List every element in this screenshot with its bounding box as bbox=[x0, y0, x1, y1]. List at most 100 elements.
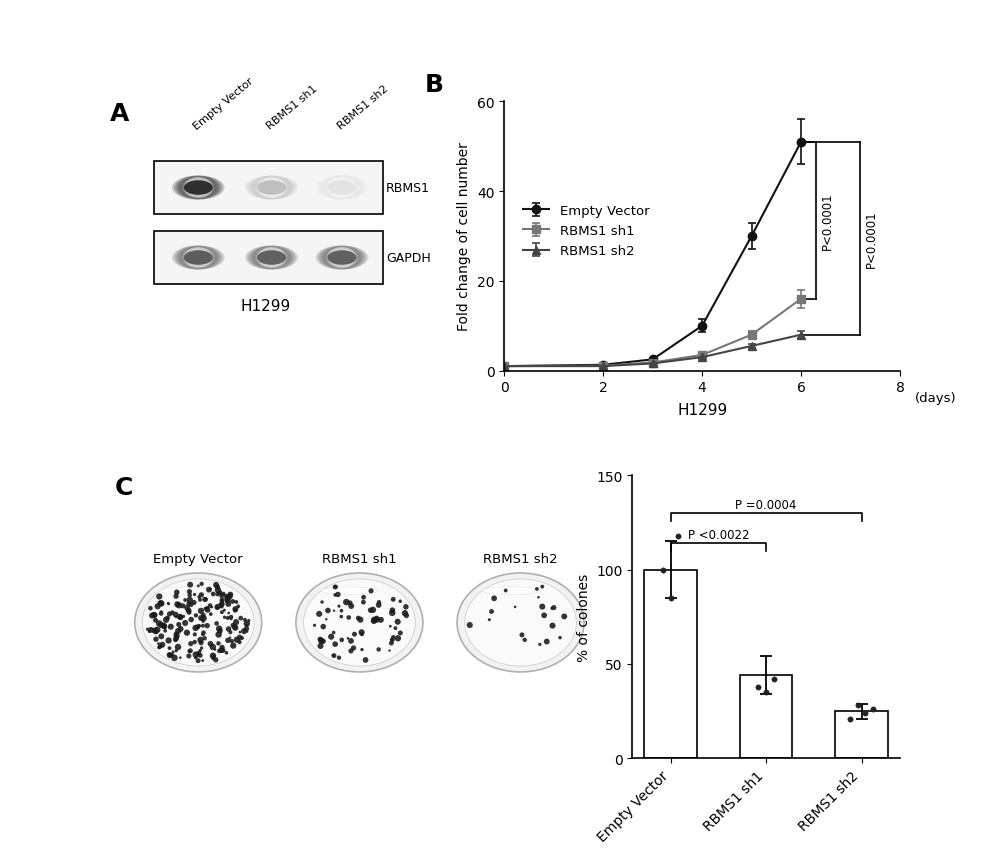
Ellipse shape bbox=[258, 179, 286, 198]
Ellipse shape bbox=[184, 248, 213, 268]
Text: Empty Vector: Empty Vector bbox=[192, 76, 256, 132]
Point bbox=[188, 651, 204, 665]
Ellipse shape bbox=[179, 247, 218, 270]
Ellipse shape bbox=[182, 247, 214, 269]
Bar bbox=[644, 570, 697, 758]
Point bbox=[546, 601, 562, 614]
Point bbox=[556, 610, 572, 624]
Point bbox=[234, 631, 250, 645]
Point bbox=[539, 635, 555, 648]
Point bbox=[161, 634, 177, 648]
Point bbox=[212, 625, 228, 638]
Ellipse shape bbox=[177, 176, 220, 200]
Point bbox=[162, 607, 178, 621]
Point bbox=[192, 633, 208, 647]
Point bbox=[517, 633, 533, 647]
Point bbox=[190, 579, 206, 593]
Point bbox=[172, 611, 188, 625]
Ellipse shape bbox=[175, 176, 221, 200]
Point bbox=[203, 583, 219, 596]
Ellipse shape bbox=[257, 248, 287, 268]
Ellipse shape bbox=[174, 246, 223, 270]
Point bbox=[166, 651, 182, 665]
Point bbox=[182, 594, 198, 607]
Point bbox=[198, 593, 214, 607]
Point bbox=[182, 589, 198, 602]
Point bbox=[486, 592, 502, 606]
Point bbox=[210, 636, 226, 650]
Point bbox=[371, 643, 387, 657]
Point bbox=[159, 612, 175, 625]
Point bbox=[320, 604, 336, 618]
Text: P =0.0004: P =0.0004 bbox=[735, 498, 797, 512]
Ellipse shape bbox=[183, 178, 214, 199]
Point bbox=[146, 608, 162, 622]
Point bbox=[214, 595, 230, 608]
Text: RBMS1 sh1: RBMS1 sh1 bbox=[322, 552, 397, 566]
Text: P<0.0001: P<0.0001 bbox=[821, 193, 834, 250]
Ellipse shape bbox=[296, 573, 423, 672]
Point bbox=[532, 638, 548, 652]
Point bbox=[307, 619, 323, 632]
Point bbox=[179, 626, 195, 640]
Ellipse shape bbox=[172, 176, 225, 200]
Point bbox=[220, 612, 236, 625]
Point bbox=[857, 706, 873, 720]
Point bbox=[157, 621, 173, 635]
Point bbox=[193, 589, 209, 602]
Ellipse shape bbox=[327, 251, 356, 266]
Point bbox=[156, 619, 172, 633]
Point bbox=[222, 590, 238, 603]
Point bbox=[210, 584, 226, 597]
Point bbox=[197, 602, 213, 616]
Point bbox=[536, 609, 552, 623]
Point bbox=[150, 600, 166, 613]
Ellipse shape bbox=[184, 178, 213, 199]
Point bbox=[153, 619, 169, 632]
Point bbox=[181, 649, 197, 663]
Bar bbox=[154, 232, 383, 285]
Ellipse shape bbox=[328, 248, 356, 268]
Ellipse shape bbox=[325, 247, 359, 269]
Point bbox=[209, 580, 225, 594]
Point bbox=[205, 641, 221, 654]
Point bbox=[326, 626, 342, 640]
Text: C: C bbox=[115, 476, 134, 500]
Point bbox=[228, 596, 244, 609]
Ellipse shape bbox=[327, 248, 357, 268]
Point bbox=[384, 633, 400, 647]
Ellipse shape bbox=[257, 248, 286, 268]
Point bbox=[154, 638, 170, 652]
Ellipse shape bbox=[319, 176, 365, 200]
Point bbox=[139, 623, 155, 636]
Ellipse shape bbox=[317, 246, 366, 270]
Point bbox=[205, 649, 221, 663]
Point bbox=[183, 598, 199, 612]
Ellipse shape bbox=[181, 247, 215, 269]
Point bbox=[227, 620, 243, 634]
Point bbox=[366, 613, 382, 627]
Ellipse shape bbox=[321, 587, 378, 595]
Point bbox=[163, 620, 179, 634]
Ellipse shape bbox=[257, 178, 286, 199]
Point bbox=[663, 591, 679, 605]
Point bbox=[209, 602, 225, 615]
Point bbox=[192, 593, 208, 607]
Point bbox=[161, 597, 177, 611]
Point bbox=[371, 596, 387, 609]
Point bbox=[343, 635, 359, 648]
Point bbox=[208, 653, 224, 667]
Point bbox=[239, 617, 255, 630]
Ellipse shape bbox=[256, 248, 287, 269]
Ellipse shape bbox=[181, 177, 215, 199]
Ellipse shape bbox=[326, 177, 358, 199]
Point bbox=[186, 596, 202, 609]
Text: RBMS1 sh1: RBMS1 sh1 bbox=[265, 84, 319, 132]
Point bbox=[144, 609, 160, 623]
Point bbox=[146, 624, 162, 637]
Ellipse shape bbox=[184, 179, 212, 198]
Point bbox=[766, 672, 782, 686]
Point bbox=[141, 625, 157, 638]
Point bbox=[169, 598, 185, 612]
Point bbox=[169, 585, 185, 599]
